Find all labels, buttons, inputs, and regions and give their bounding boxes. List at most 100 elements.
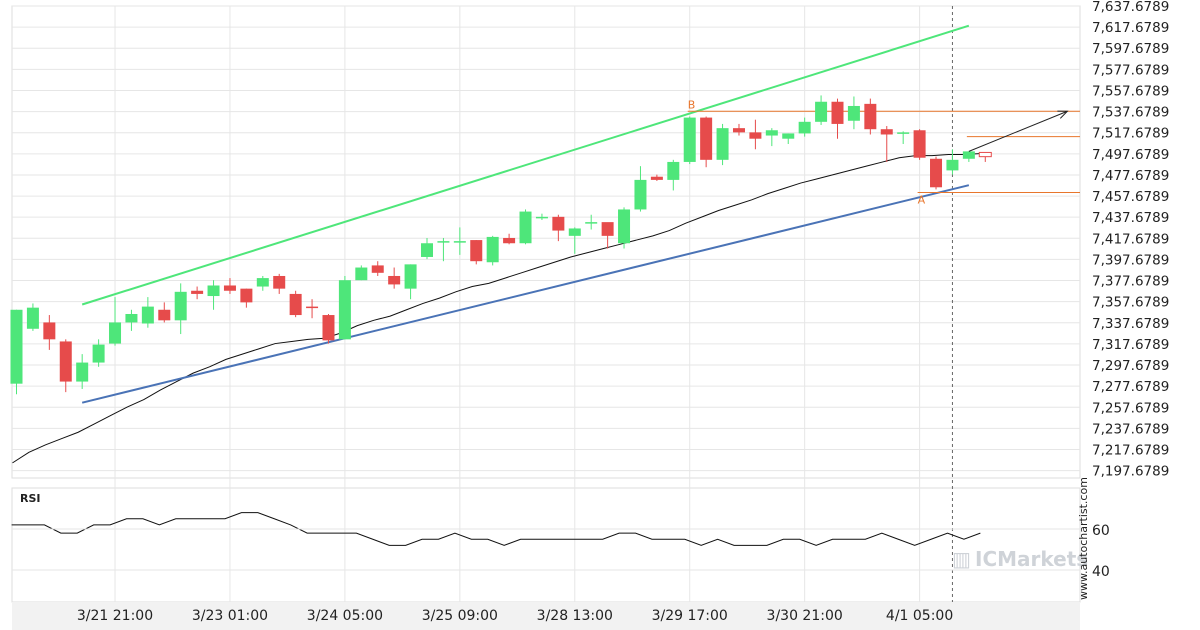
candle-body bbox=[256, 278, 269, 287]
candle-body bbox=[618, 209, 631, 244]
level-label: A bbox=[918, 194, 926, 207]
y-tick-label: 7,417.6789 bbox=[1092, 231, 1169, 247]
candle-body bbox=[306, 306, 319, 309]
candle-body bbox=[864, 103, 877, 130]
y-tick-label: 7,237.6789 bbox=[1092, 421, 1169, 437]
x-tick-label: 4/1 05:00 bbox=[886, 608, 953, 624]
candle-body bbox=[798, 121, 811, 134]
candle-body bbox=[158, 309, 171, 321]
candle-body bbox=[125, 313, 138, 323]
y-tick-label: 7,277.6789 bbox=[1092, 379, 1169, 395]
candle-body bbox=[815, 101, 828, 122]
candle-body bbox=[437, 241, 450, 243]
candle-body bbox=[322, 315, 335, 341]
x-tick-label: 3/25 09:00 bbox=[422, 608, 498, 624]
y-tick-label: 7,377.6789 bbox=[1092, 274, 1169, 290]
y-tick-label: 7,557.6789 bbox=[1092, 83, 1169, 99]
channel-upper-line bbox=[81, 24, 970, 306]
candle-body bbox=[59, 341, 72, 382]
x-tick-label: 3/24 05:00 bbox=[307, 608, 383, 624]
x-tick-label: 3/23 01:00 bbox=[192, 608, 268, 624]
y-tick-label: 7,357.6789 bbox=[1092, 295, 1169, 311]
candle-body bbox=[847, 105, 860, 121]
candle-body bbox=[503, 237, 516, 244]
candle-body bbox=[930, 158, 943, 188]
x-tick-label: 3/21 21:00 bbox=[77, 608, 153, 624]
x-tick-label: 3/28 13:00 bbox=[537, 608, 613, 624]
watermark-icon: ▥ bbox=[952, 547, 971, 571]
y-tick-label: 7,477.6789 bbox=[1092, 168, 1169, 184]
x-axis-band bbox=[12, 602, 1080, 630]
y-tick-label: 7,297.6789 bbox=[1092, 358, 1169, 374]
y-tick-label: 7,217.6789 bbox=[1092, 442, 1169, 458]
candle-body bbox=[207, 285, 220, 297]
candle-body bbox=[223, 285, 236, 291]
projection-arrow-head bbox=[1057, 110, 1069, 119]
candle-body bbox=[453, 241, 466, 243]
y-tick-label: 7,197.6789 bbox=[1092, 464, 1169, 480]
candle-body bbox=[535, 216, 548, 219]
candle-body bbox=[76, 362, 89, 382]
watermark-text: ICMarkets bbox=[975, 547, 1088, 571]
y-tick-label: 7,497.6789 bbox=[1092, 147, 1169, 163]
candle-body bbox=[634, 179, 647, 210]
candle-body bbox=[174, 291, 187, 321]
candle-body bbox=[601, 222, 614, 236]
candle-body bbox=[831, 101, 844, 124]
y-tick-label: 7,317.6789 bbox=[1092, 337, 1169, 353]
candle-body bbox=[92, 344, 105, 363]
candle-body bbox=[470, 240, 483, 262]
candle-body bbox=[782, 133, 795, 139]
y-tick-label: 7,637.6789 bbox=[1092, 0, 1169, 15]
candle-body bbox=[962, 151, 975, 159]
candle-body bbox=[913, 130, 926, 158]
candle-body bbox=[240, 288, 253, 303]
y-tick-label: 7,257.6789 bbox=[1092, 400, 1169, 416]
candle-body bbox=[716, 128, 729, 160]
candle-body bbox=[486, 236, 499, 263]
candle-body bbox=[10, 309, 23, 384]
candle-body bbox=[404, 264, 417, 289]
candle-body bbox=[978, 151, 992, 158]
candle-body bbox=[946, 159, 959, 171]
candle-body bbox=[421, 243, 433, 257]
candle-body bbox=[897, 132, 910, 134]
candle-body bbox=[700, 117, 713, 160]
candle-body bbox=[667, 161, 680, 180]
candle-body bbox=[371, 265, 384, 273]
y-tick-label: 7,537.6789 bbox=[1092, 105, 1169, 121]
candle-body bbox=[519, 211, 532, 244]
candle-body bbox=[289, 293, 302, 316]
candle-body bbox=[43, 322, 56, 340]
y-tick-label: 7,597.6789 bbox=[1092, 41, 1169, 57]
candle-body bbox=[749, 132, 762, 139]
x-tick-label: 3/29 17:00 bbox=[652, 608, 728, 624]
candle-body bbox=[191, 290, 204, 294]
candle-body bbox=[355, 267, 368, 281]
candle-body bbox=[732, 128, 745, 133]
candle-body bbox=[585, 222, 598, 224]
candle-body bbox=[141, 306, 154, 324]
rsi-line bbox=[11, 512, 981, 546]
price-panel bbox=[11, 5, 1081, 479]
moving-average-line bbox=[12, 152, 982, 464]
y-tick-label: 7,437.6789 bbox=[1092, 210, 1169, 226]
x-tick-label: 3/30 21:00 bbox=[767, 608, 843, 624]
rsi-tick-label: 40 bbox=[1092, 564, 1110, 580]
candle-body bbox=[650, 176, 663, 180]
candle-body bbox=[552, 216, 565, 231]
level-label: B bbox=[688, 98, 696, 111]
rsi-panel bbox=[11, 487, 1081, 603]
candle-body bbox=[765, 130, 778, 136]
candle-body bbox=[109, 322, 122, 344]
y-tick-label: 7,517.6789 bbox=[1092, 126, 1169, 142]
y-tick-label: 7,337.6789 bbox=[1092, 316, 1169, 332]
rsi-tick-label: 60 bbox=[1092, 523, 1110, 539]
candle-body bbox=[683, 117, 696, 162]
candle-body bbox=[880, 129, 893, 135]
y-tick-label: 7,617.6789 bbox=[1092, 20, 1169, 36]
projection-arrow-line bbox=[968, 110, 1068, 152]
candle-body bbox=[338, 280, 351, 340]
y-tick-label: 7,577.6789 bbox=[1092, 62, 1169, 78]
